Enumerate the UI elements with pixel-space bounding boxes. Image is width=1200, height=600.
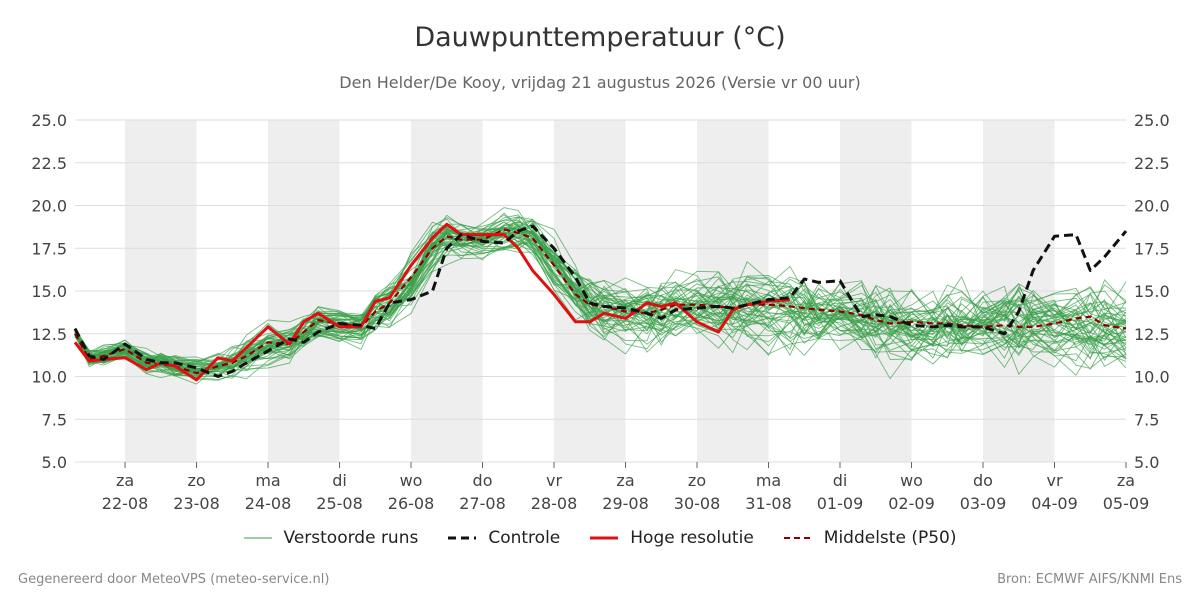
y-tick-left: 15.0 (31, 282, 67, 301)
y-tick-right: 17.5 (1134, 239, 1170, 258)
x-tick-date: 28-08 (531, 494, 578, 513)
x-tick-day: za (1117, 471, 1135, 490)
ensemble-member-line (74, 226, 1127, 375)
hres-line (73, 222, 791, 382)
y-tick-left: 7.5 (42, 410, 67, 429)
x-tick-date: 26-08 (388, 494, 435, 513)
x-tick-date: 31-08 (745, 494, 792, 513)
y-tick-left: 25.0 (31, 111, 67, 130)
x-tick-day: ma (756, 471, 781, 490)
legend-swatch-ctrl (448, 536, 477, 540)
x-tick-date: 25-08 (316, 494, 363, 513)
legend-item-ens: Verstoorde runs (243, 528, 419, 548)
legend-item-hres: Hoge resolutie (590, 528, 754, 548)
y-tick-right: 25.0 (1134, 111, 1170, 130)
x-tick-day: vr (546, 471, 562, 490)
x-tick-date: 01-09 (817, 494, 864, 513)
x-tick-day: do (473, 471, 493, 490)
y-tick-left: 10.0 (31, 368, 67, 387)
x-tick-date: 23-08 (173, 494, 220, 513)
y-tick-left: 5.0 (42, 453, 67, 472)
footer-source: Bron: ECMWF AIFS/KNMI Ens (997, 572, 1182, 587)
legend-item-p50: Middelste (P50) (783, 528, 957, 548)
chart-title: Dauwpunttemperatuur (°C) (414, 22, 786, 53)
legend-swatch-p50 (783, 537, 812, 539)
y-tick-right: 10.0 (1134, 368, 1170, 387)
legend-item-ctrl: Controle (448, 528, 560, 548)
y-tick-right: 5.0 (1134, 453, 1159, 472)
main-lines (73, 222, 1128, 382)
x-tick-day: za (116, 471, 134, 490)
y-tick-right: 20.0 (1134, 197, 1170, 216)
x-tick-day: vr (1046, 471, 1062, 490)
x-tick-day: wo (400, 471, 423, 490)
x-tick-date: 02-09 (888, 494, 935, 513)
ensemble-member-line (74, 225, 1127, 372)
ensemble-member-line (74, 216, 1127, 380)
y-tick-right: 22.5 (1134, 154, 1170, 173)
y-tick-left: 20.0 (31, 197, 67, 216)
control-line (73, 224, 1128, 378)
y-tick-left: 12.5 (31, 325, 67, 344)
legend-label-ctrl: Controle (488, 528, 561, 548)
ensemble-member-line (74, 228, 1127, 376)
x-tick-day: ma (255, 471, 280, 490)
y-tick-left: 17.5 (31, 239, 67, 258)
x-tick-day: wo (900, 471, 923, 490)
legend-swatch-ens (243, 537, 272, 539)
legend-label-p50: Middelste (P50) (823, 528, 957, 548)
x-tick-day: di (833, 471, 848, 490)
grid-lines (75, 119, 1126, 463)
x-tick-date: 29-08 (602, 494, 649, 513)
x-tick-day: do (973, 471, 993, 490)
y-tick-right: 7.5 (1134, 410, 1159, 429)
x-tick-day: zo (688, 471, 706, 490)
x-tick-day: zo (187, 471, 205, 490)
x-tick-date: 24-08 (245, 494, 292, 513)
ensemble-member-line (74, 220, 1127, 371)
ensemble-member-line (74, 231, 1127, 374)
x-tick-date: 27-08 (459, 494, 506, 513)
x-axis: za 22-08 zo 23-08 ma 24-08 di 25-08 wo 26-08 do 27-… (102, 462, 1149, 513)
legend-label-hres: Hoge resolutie (630, 528, 754, 548)
x-tick-date: 22-08 (102, 494, 149, 513)
ensemble-member-line (74, 230, 1127, 375)
legend-swatch-hres (590, 536, 619, 540)
legend: Verstoorde runs Controle Hoge resolutie … (0, 528, 1200, 548)
y-tick-right: 12.5 (1134, 325, 1170, 344)
footer-generated: Gegenereerd door MeteoVPS (meteo-service… (18, 572, 330, 587)
ensemble-member-line (74, 230, 1127, 373)
x-tick-date: 30-08 (674, 494, 721, 513)
x-tick-day: za (616, 471, 634, 490)
x-tick-date: 03-09 (960, 494, 1007, 513)
y-axis-right: 25.0 22.5 20.0 17.5 15.0 12.5 10.0 7.5 5.0 (1134, 111, 1170, 472)
y-tick-right: 15.0 (1134, 282, 1170, 301)
legend-label-ens: Verstoorde runs (283, 528, 419, 548)
x-tick-date: 04-09 (1031, 494, 1078, 513)
chart-subtitle: Den Helder/De Kooy, vrijdag 21 augustus … (339, 73, 861, 92)
x-tick-date: 05-09 (1103, 494, 1150, 513)
x-tick-day: di (332, 471, 347, 490)
y-axis-left: 25.0 22.5 20.0 17.5 15.0 12.5 10.0 7.5 5.0 (31, 111, 67, 472)
y-tick-left: 22.5 (31, 154, 67, 173)
